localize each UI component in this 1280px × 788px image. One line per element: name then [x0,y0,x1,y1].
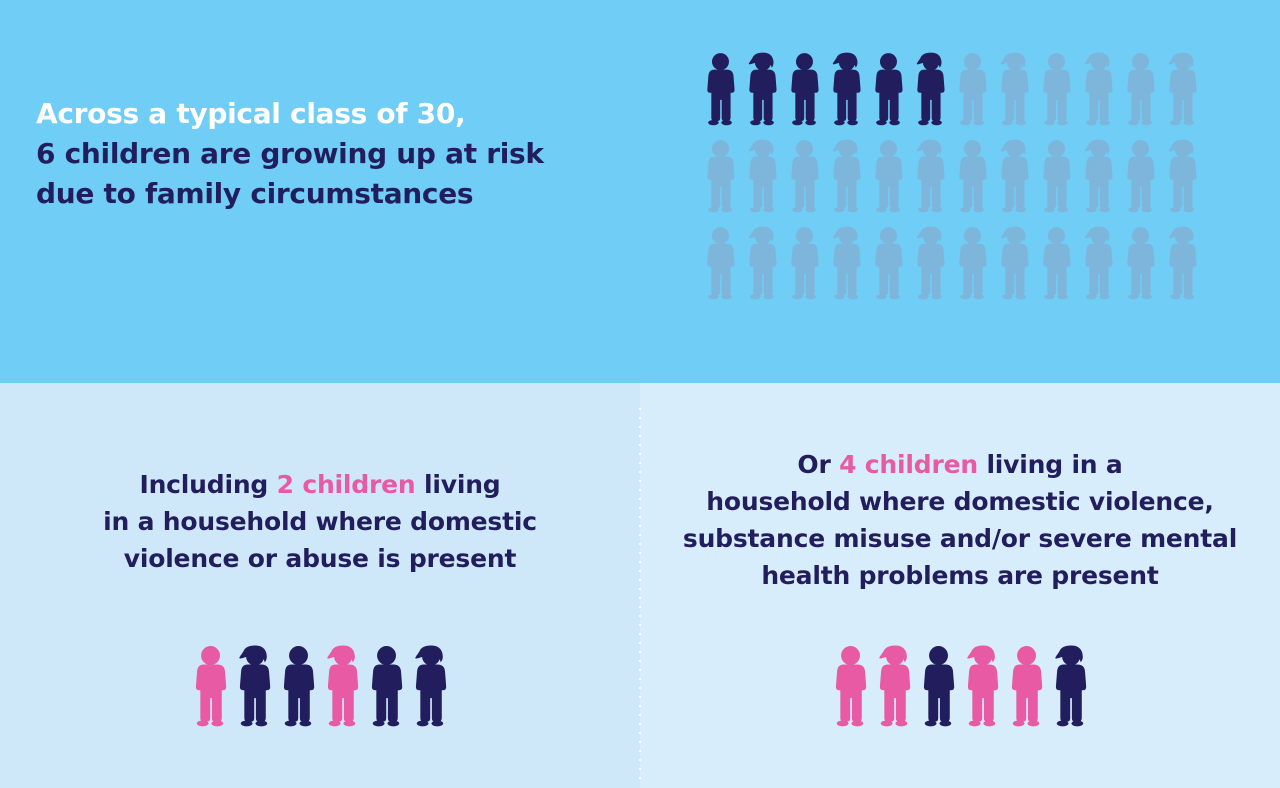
child-boy-icon [1123,226,1157,300]
child-girl-icon [323,645,361,727]
child-girl-icon [1081,139,1115,213]
child-boy-icon [831,645,869,727]
child-girl-icon [745,52,779,126]
child-girl-icon [875,645,913,727]
child-girl-icon [829,226,863,300]
child-boy-icon [955,52,989,126]
child-boy-icon [703,139,737,213]
right-panel-text: Or 4 children living in a household where… [640,446,1280,594]
panel-text-segment: violence or abuse is present [123,544,517,573]
headline-line-2: 6 children are growing up at risk [36,137,544,170]
child-girl-icon [913,139,947,213]
panel-text-segment: health problems are present [761,561,1159,590]
child-girl-icon [1165,226,1199,300]
pictogram-row [703,226,1199,300]
child-boy-icon [703,52,737,126]
right-panel: Or 4 children living in a household where… [640,383,1280,788]
panel-text-line: Or 4 children living in a [640,446,1280,483]
child-girl-icon [997,139,1031,213]
child-boy-icon [1007,645,1045,727]
panel-text-line: Including 2 children living [0,466,640,503]
left-panel-figures [0,645,640,727]
child-girl-icon [1051,645,1089,727]
child-girl-icon [913,52,947,126]
panel-text-line: health problems are present [640,557,1280,594]
child-boy-icon [787,139,821,213]
child-girl-icon [913,226,947,300]
child-boy-icon [919,645,957,727]
child-girl-icon [1081,226,1115,300]
child-girl-icon [745,139,779,213]
child-boy-icon [703,226,737,300]
top-section: Across a typical class of 30, 6 children… [0,0,1280,383]
pictogram-row [703,139,1199,213]
child-girl-icon [829,139,863,213]
child-boy-icon [191,645,229,727]
panel-text-line: substance misuse and/or severe mental [640,520,1280,557]
child-boy-icon [367,645,405,727]
headline-line-3: due to family circumstances [36,177,474,210]
child-girl-icon [1081,52,1115,126]
child-boy-icon [871,226,905,300]
left-panel: Including 2 children living in a househol… [0,383,640,788]
child-girl-icon [235,645,273,727]
highlighted-count-text: 2 children [276,470,416,499]
child-boy-icon [1039,226,1073,300]
child-boy-icon [787,226,821,300]
child-boy-icon [1039,139,1073,213]
child-girl-icon [745,226,779,300]
panel-text-segment: in a household where domestic [103,507,537,536]
headline: Across a typical class of 30, 6 children… [36,94,544,214]
child-boy-icon [787,52,821,126]
panel-text-segment: living [415,470,501,499]
child-boy-icon [1123,52,1157,126]
headline-line-1: Across a typical class of 30, [36,97,466,130]
panel-text-segment: living in a [977,450,1123,479]
panel-text-line: in a household where domestic [0,503,640,540]
child-boy-icon [871,52,905,126]
child-girl-icon [997,52,1031,126]
pictogram-row [703,52,1199,126]
panel-text-segment: substance misuse and/or severe mental [682,524,1238,553]
child-girl-icon [963,645,1001,727]
child-boy-icon [1123,139,1157,213]
child-girl-icon [1165,139,1199,213]
left-panel-text: Including 2 children living in a househol… [0,466,640,577]
bottom-section: Including 2 children living in a househol… [0,383,1280,788]
child-boy-icon [955,226,989,300]
dotted-divider-line [639,408,641,786]
child-girl-icon [1165,52,1199,126]
class-of-30-pictogram-grid [703,52,1199,300]
child-boy-icon [955,139,989,213]
child-girl-icon [997,226,1031,300]
panel-text-segment: Including [139,470,277,499]
panel-text-segment: Or [797,450,840,479]
child-boy-icon [1039,52,1073,126]
panel-text-line: household where domestic violence, [640,483,1280,520]
right-panel-figures [640,645,1280,727]
panel-text-line: violence or abuse is present [0,540,640,577]
child-boy-icon [279,645,317,727]
panel-text-segment: household where domestic violence, [706,487,1214,516]
child-girl-icon [829,52,863,126]
child-girl-icon [411,645,449,727]
child-boy-icon [871,139,905,213]
highlighted-count-text: 4 children [839,450,978,479]
